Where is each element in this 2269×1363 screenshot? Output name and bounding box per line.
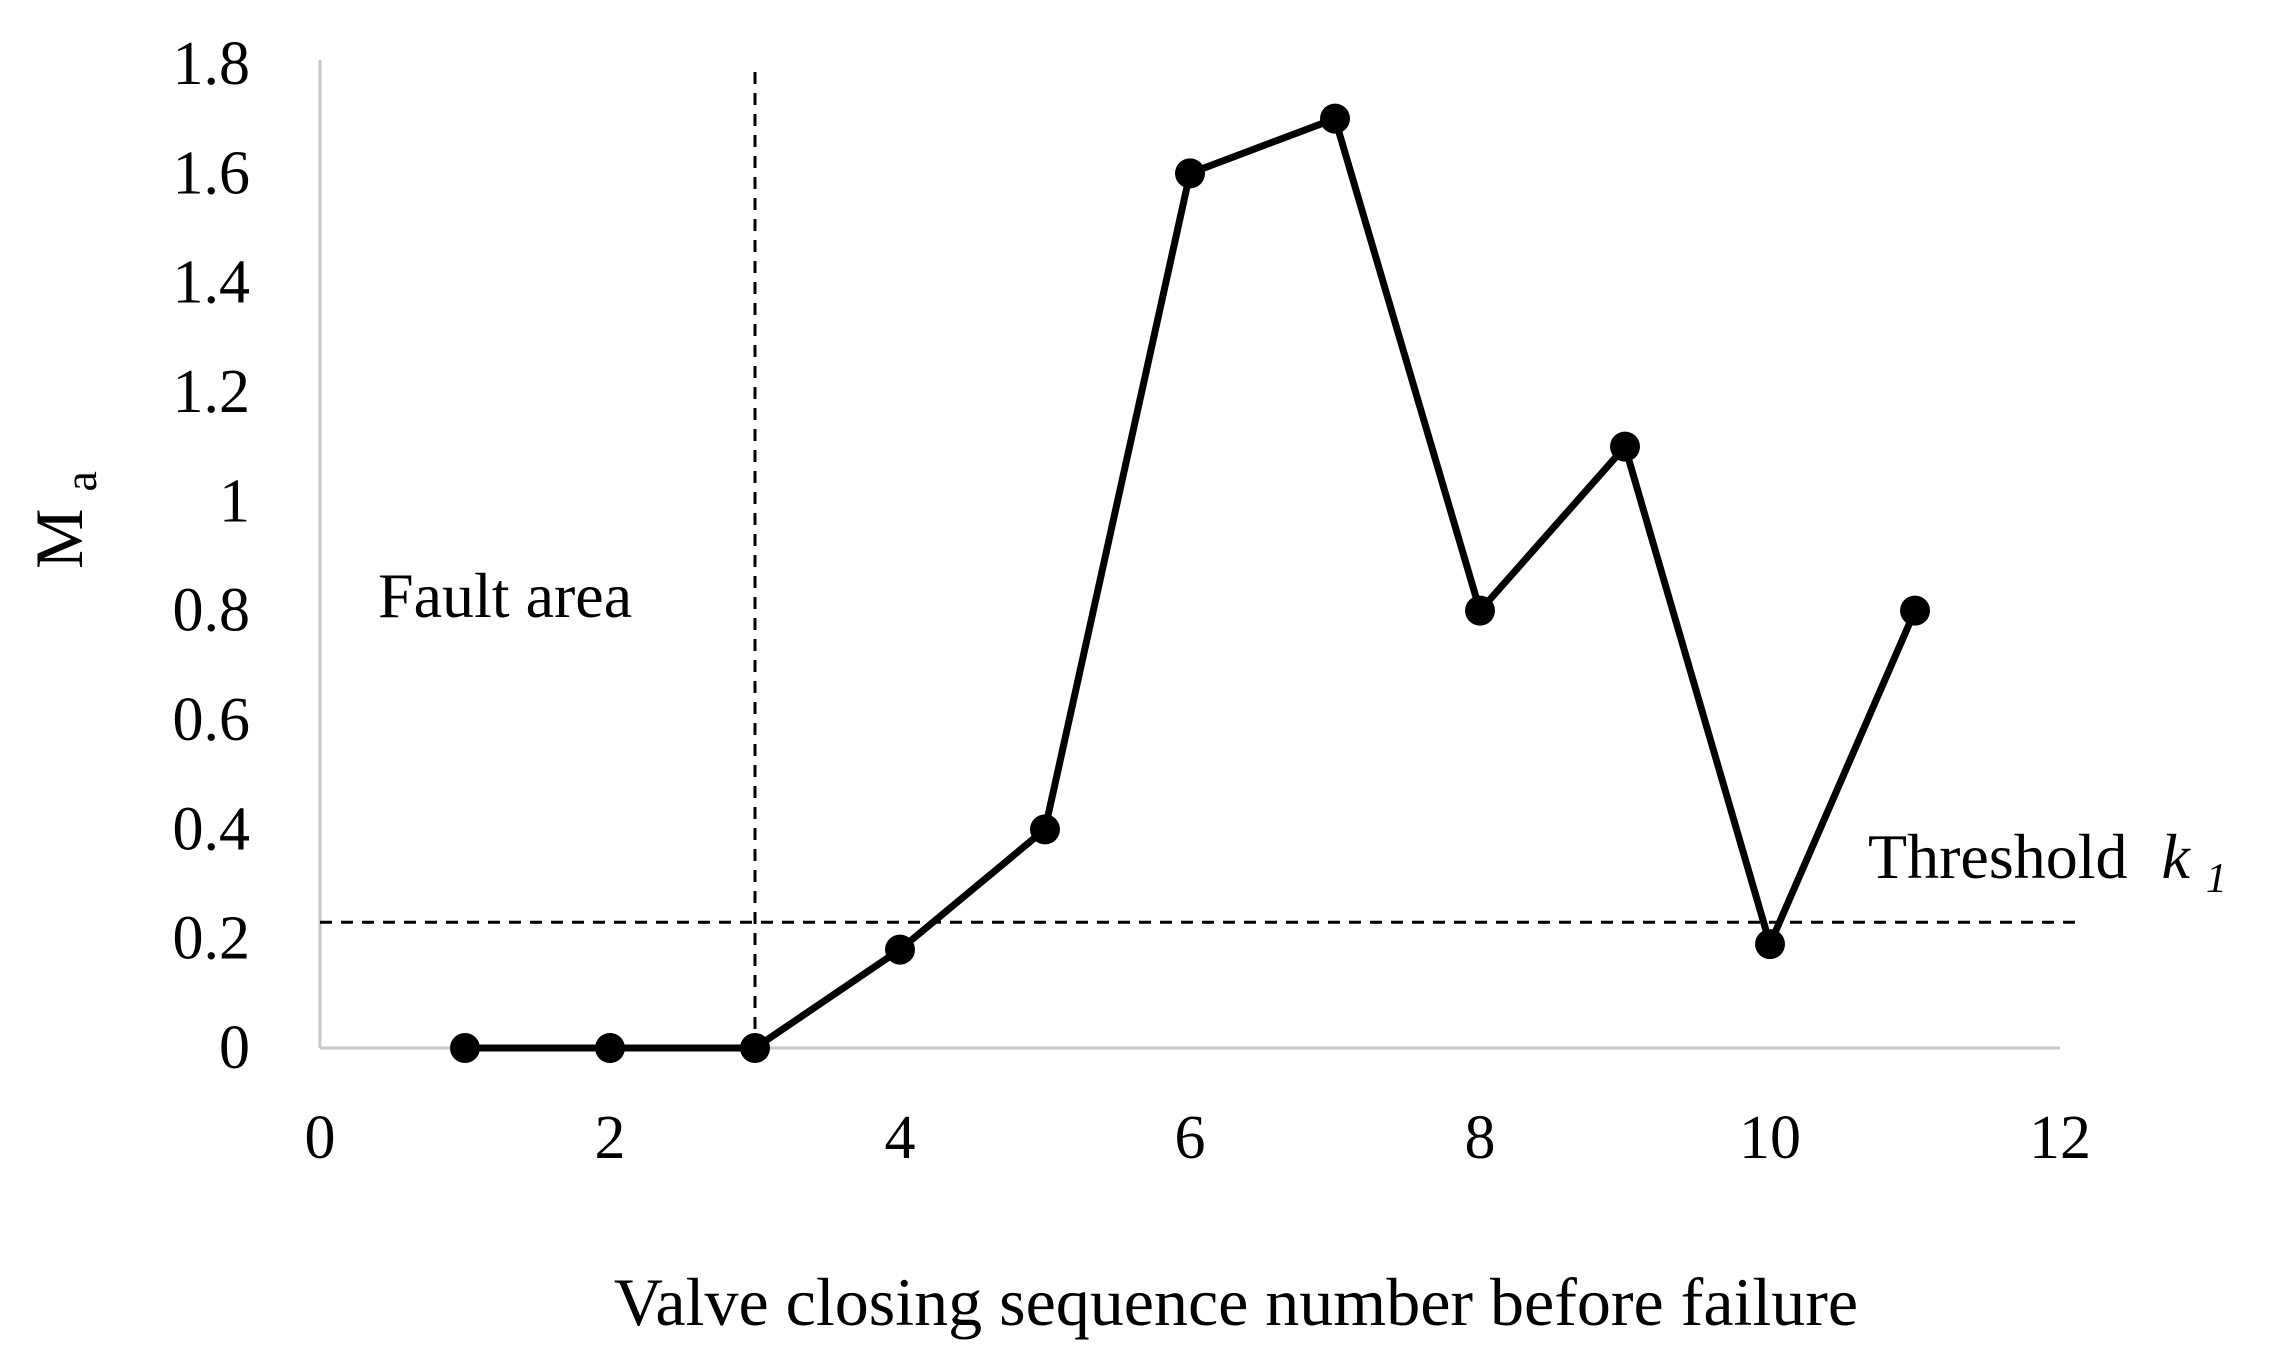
x-tick-label: 0 [305,1104,336,1172]
data-point [1465,595,1495,626]
y-axis-title-main: M [21,508,97,568]
data-point [885,934,915,965]
axes [318,60,2060,1050]
y-axis-title: M a [21,471,106,569]
x-tick-label: 8 [1465,1104,1496,1172]
series-line [461,115,1919,1052]
y-tick-label: 1 [219,467,250,535]
x-axis-title: Valve closing sequence number before fai… [614,1264,1858,1340]
data-point [1610,431,1640,462]
reference-lines [320,72,2076,1048]
x-tick-label: 12 [2029,1104,2091,1172]
tick-labels: 0 2 4 6 8 10 12 0 0.2 0.4 0.6 0.8 1 1.2 1.4 1.6 1.8 [173,30,2092,1172]
y-tick-label: 0 [219,1014,250,1082]
x-tick-label: 6 [1175,1104,1206,1172]
data-point [1320,103,1350,134]
data-point [1175,158,1205,189]
threshold-symbol: k [2162,821,2192,892]
y-tick-label: 0.8 [173,577,251,645]
y-tick-label: 1.6 [173,139,251,207]
data-point [1755,929,1785,960]
series [450,103,1930,1063]
x-tick-label: 4 [885,1104,916,1172]
threshold-subscript: 1 [2206,856,2227,902]
x-tick-label: 10 [1739,1104,1801,1172]
threshold-label: Threshold k 1 [1868,821,2227,902]
x-tick-label: 2 [595,1104,626,1172]
y-tick-label: 1.4 [173,249,251,317]
y-tick-label: 1.2 [173,358,251,426]
y-tick-label: 0.4 [173,795,251,863]
y-tick-label: 1.8 [173,30,251,98]
data-point [740,1033,770,1063]
fault-area-label: Fault area [378,560,632,631]
y-tick-label: 0.2 [173,905,251,973]
data-point [1900,595,1930,626]
data-point [1030,814,1060,845]
data-point [595,1033,625,1063]
y-axis-title-subscript: a [55,471,106,491]
data-point [450,1033,480,1063]
y-tick-label: 0.6 [173,686,251,754]
threshold-label-text: Threshold [1868,821,2128,892]
